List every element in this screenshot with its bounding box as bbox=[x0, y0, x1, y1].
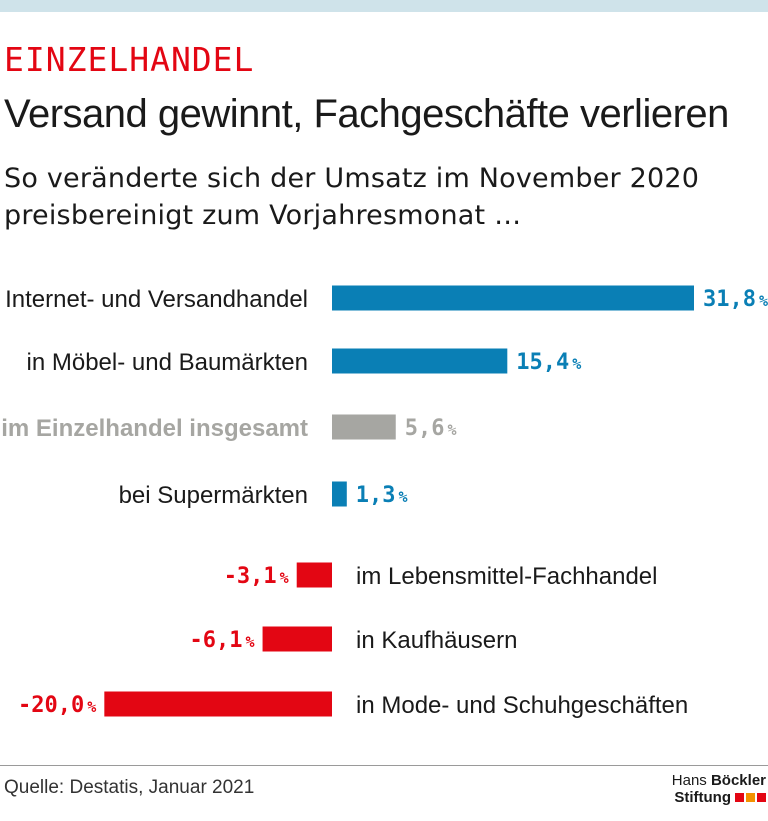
value-label-4: 1,3% bbox=[356, 483, 408, 508]
category-label-6: in Kaufhäusern bbox=[356, 627, 517, 654]
bar-chart: 31,8 % im Internet- und Versandhandel 15,4%… bbox=[0, 285, 768, 719]
kicker-label: EINZELHANDEL bbox=[4, 40, 255, 79]
category-label-2: in Möbel- und Baumärkten bbox=[27, 349, 308, 376]
value-label-3: 5,6% bbox=[405, 416, 457, 441]
bar-5 bbox=[296, 562, 332, 588]
bar-1 bbox=[332, 285, 694, 311]
top-color-bar bbox=[0, 0, 768, 12]
category-label-5: im Lebensmittel-Fachhandel bbox=[356, 563, 658, 590]
logo-squares-icon bbox=[735, 793, 766, 802]
logo-text-boeckler: Böckler bbox=[710, 772, 766, 789]
bar-4 bbox=[332, 481, 347, 507]
bar-6 bbox=[262, 626, 332, 652]
chart-subtitle: So veränderte sich der Umsatz im Novembe… bbox=[4, 163, 700, 231]
category-label-3: im Einzelhandel insgesamt bbox=[1, 415, 308, 442]
value-label-1: 31,8% bbox=[703, 287, 768, 312]
value-label-6: -6,1% bbox=[190, 628, 255, 653]
footer-divider bbox=[0, 765, 768, 766]
value-label-2: 15,4% bbox=[516, 350, 581, 375]
bar-2 bbox=[332, 348, 508, 374]
publisher-logo: Hans Böckler Stiftung bbox=[672, 772, 766, 806]
logo-text-hans: Hans bbox=[671, 772, 711, 789]
value-label-5: -3,1% bbox=[224, 564, 289, 589]
chart-title: Versand gewinnt, Fachgeschäfte verlieren bbox=[4, 92, 729, 136]
category-label-1: im Internet- und Versandhandel bbox=[0, 286, 308, 313]
category-label-4: bei Supermärkten bbox=[119, 482, 308, 509]
logo-text-stiftung: Stiftung bbox=[674, 789, 731, 806]
category-label-7: in Mode- und Schuhgeschäften bbox=[356, 692, 688, 719]
bar-3 bbox=[332, 414, 396, 440]
source-note: Quelle: Destatis, Januar 2021 bbox=[4, 777, 255, 798]
value-label-7: -20,0% bbox=[18, 693, 96, 718]
bar-7 bbox=[104, 691, 332, 717]
